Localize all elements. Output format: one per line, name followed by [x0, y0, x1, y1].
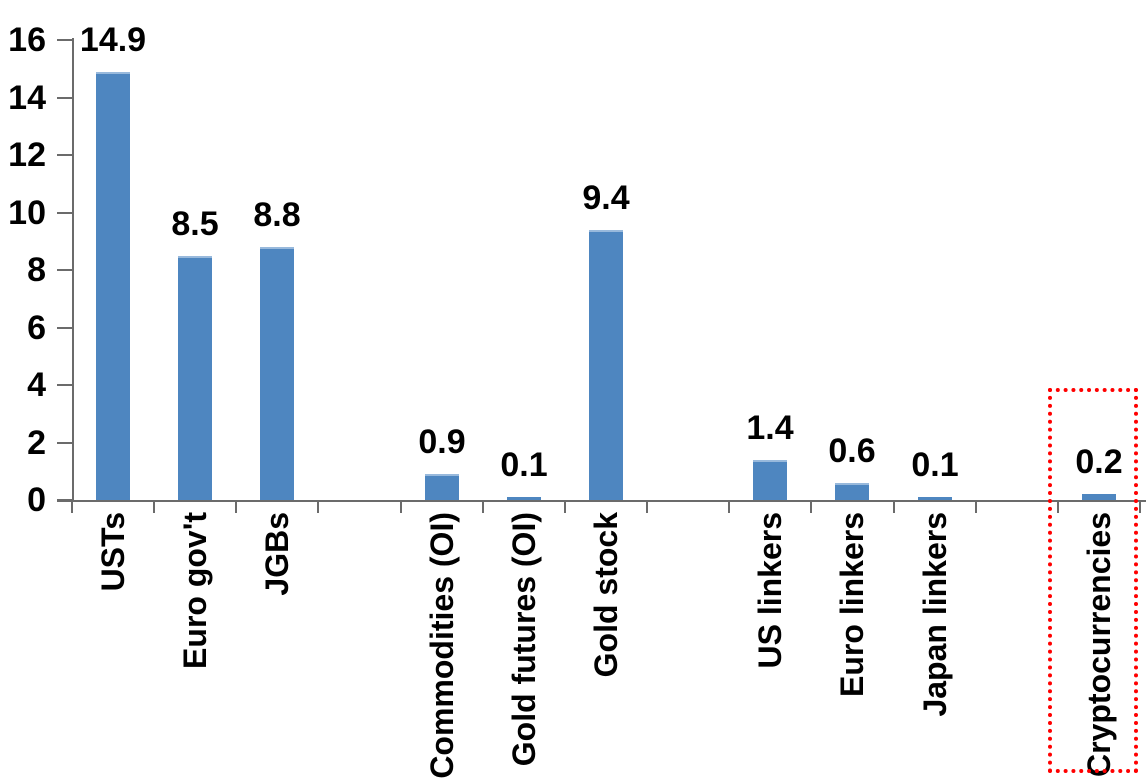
x-tick [153, 500, 156, 513]
category-label: Gold futures (OI) [506, 512, 542, 767]
x-tick [810, 500, 813, 513]
category-label-box: Gold futures (OI) [499, 512, 549, 766]
x-axis-line [57, 500, 1146, 502]
bar-usts [96, 72, 130, 500]
bar-japan-linkers [918, 497, 952, 500]
y-tick [57, 269, 72, 271]
y-tick [57, 499, 72, 501]
bar-euro-linkers [835, 483, 869, 500]
y-tick [57, 384, 72, 386]
value-label: 0.1 [500, 446, 548, 484]
category-label-box: JGBs [252, 512, 302, 596]
bar-commodities-oi- [425, 474, 459, 500]
y-tick [57, 39, 72, 41]
x-tick [1056, 500, 1059, 513]
value-label: 0.9 [418, 423, 466, 461]
category-label: US linkers [752, 512, 788, 669]
y-tick-label: 10 [8, 193, 46, 232]
y-tick-label: 6 [27, 308, 46, 347]
category-label-box: USTs [88, 512, 138, 591]
y-tick-label: 0 [27, 481, 46, 519]
value-label: 9.4 [582, 179, 630, 217]
category-label: Euro gov't [177, 512, 213, 669]
y-tick [57, 211, 72, 214]
y-tick [57, 96, 72, 99]
bar-gold-stock [589, 230, 623, 500]
category-label: Japan linkers [917, 512, 953, 717]
bar-jgbs [260, 247, 294, 500]
category-label: Gold stock [588, 512, 624, 678]
y-tick-label: 16 [8, 21, 46, 59]
value-label: 8.5 [171, 205, 219, 243]
y-tick [57, 441, 72, 444]
bar-euro-gov-t [178, 256, 212, 500]
bar-us-linkers [753, 460, 787, 500]
x-tick [974, 500, 977, 513]
category-label: Commodities (OI) [424, 512, 460, 779]
y-axis-line [72, 38, 74, 500]
x-tick [399, 500, 402, 513]
x-tick [71, 500, 73, 513]
y-tick-label: 2 [27, 423, 46, 462]
category-label-box: Euro linkers [827, 512, 877, 697]
category-label-box: US linkers [745, 512, 795, 669]
category-label: JGBs [259, 512, 295, 596]
value-label: 0.6 [828, 432, 876, 470]
x-tick [563, 500, 566, 513]
x-tick [235, 500, 238, 513]
y-tick-label: 12 [8, 136, 46, 174]
y-tick-label: 8 [27, 251, 46, 289]
category-label-box: Commodities (OI) [417, 512, 467, 779]
x-tick [481, 500, 484, 513]
category-label: USTs [95, 512, 131, 592]
value-label: 1.4 [746, 409, 794, 447]
bar-cryptocurrencies [1082, 494, 1116, 500]
y-tick [57, 154, 72, 156]
category-label-box: Gold stock [581, 512, 631, 677]
x-tick [1139, 500, 1141, 513]
y-tick-label: 4 [27, 366, 46, 404]
value-label: 8.8 [253, 196, 301, 234]
y-tick [57, 326, 72, 329]
bar-gold-futures-oi- [507, 497, 541, 500]
y-tick-label: 14 [8, 78, 46, 117]
category-label-box: Euro gov't [170, 512, 220, 669]
value-label: 14.9 [79, 21, 147, 59]
category-label: Euro linkers [834, 512, 870, 697]
x-tick [317, 500, 320, 513]
value-label: 0.1 [911, 446, 959, 484]
x-tick [728, 500, 731, 513]
category-label-box: Japan linkers [910, 512, 960, 717]
highlight-box [1048, 388, 1138, 773]
x-tick [892, 500, 895, 513]
value-label: 0.2 [1075, 443, 1123, 481]
x-tick [646, 500, 649, 513]
